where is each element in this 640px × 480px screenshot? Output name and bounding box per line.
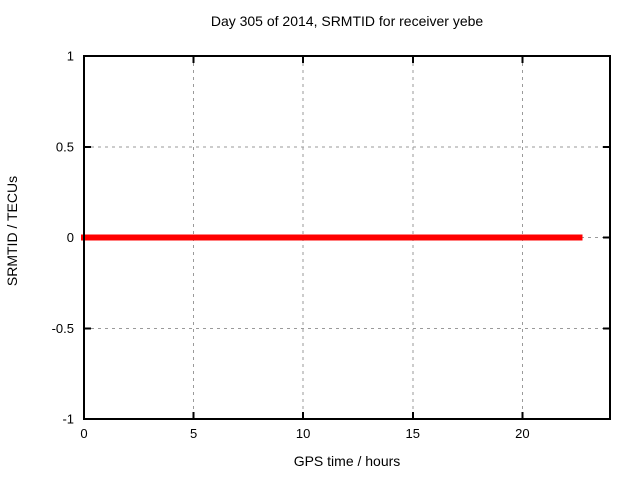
x-tick-label: 20	[515, 426, 529, 441]
x-tick-label: 0	[80, 426, 87, 441]
y-tick-label: -0.5	[52, 321, 74, 336]
x-tick-label: 5	[190, 426, 197, 441]
plot-border	[83, 55, 611, 420]
y-tick-label: 0.5	[56, 139, 74, 154]
x-tick-label: 10	[296, 426, 310, 441]
y-tick-label: 1	[67, 49, 74, 64]
chart-title: Day 305 of 2014, SRMTID for receiver yeb…	[210, 13, 484, 29]
x-axis-label: GPS time / hours	[293, 453, 401, 469]
y-tick-label: -1	[62, 412, 74, 427]
x-tick-label: 15	[406, 426, 420, 441]
y-tick-label: 0	[67, 230, 74, 245]
